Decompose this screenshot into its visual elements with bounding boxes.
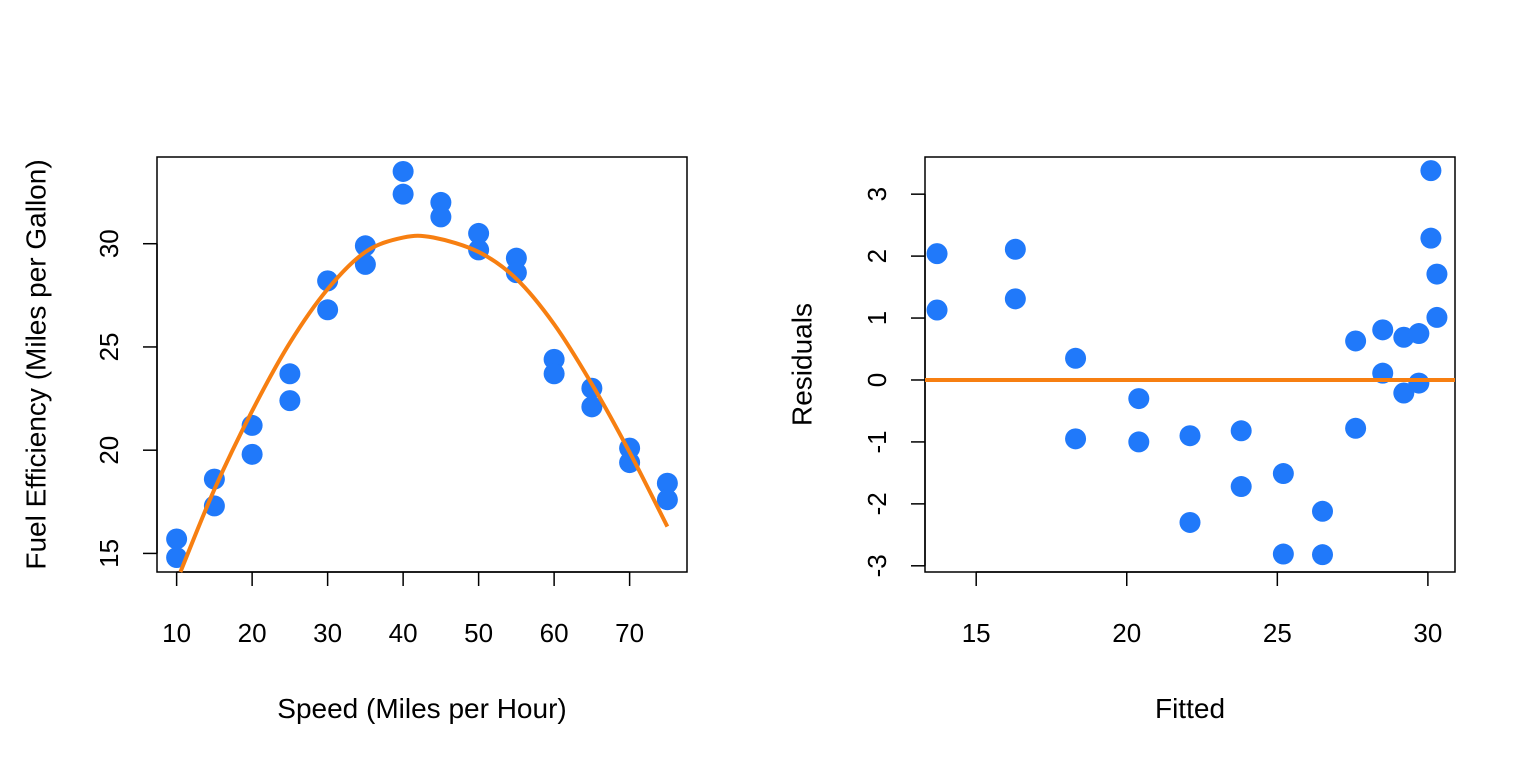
x-tick-label: 20	[1112, 618, 1141, 648]
data-point	[543, 348, 565, 370]
fuel-efficiency-vs-speed-panel: 10 20 30 40 50 60 70 15 20 25 30 Speed (Miles per H…	[21, 156, 688, 724]
x-tick-label: 10	[162, 618, 191, 648]
data-point	[241, 443, 263, 465]
y-tick-label: 2	[862, 249, 892, 263]
data-point	[468, 222, 490, 244]
data-point	[279, 363, 301, 385]
x-tick-label: 20	[238, 618, 267, 648]
plot-frame	[156, 156, 688, 573]
data-point	[392, 160, 414, 182]
quadratic-fit-curve	[178, 233, 670, 573]
data-point	[581, 396, 603, 418]
y-tick-label: -1	[862, 430, 892, 453]
data-point	[1408, 323, 1430, 345]
data-point	[656, 472, 678, 494]
y-tick-label: 1	[862, 311, 892, 325]
data-point	[1272, 543, 1294, 565]
data-point	[166, 547, 188, 569]
data-point	[1393, 382, 1415, 404]
x-tick-label: 70	[615, 618, 644, 648]
data-point	[354, 253, 376, 275]
data-point	[1312, 544, 1333, 566]
plot-frame	[924, 156, 1456, 573]
x-axis-title: Speed (Miles per Hour)	[277, 693, 566, 724]
data-point	[166, 528, 188, 550]
data-point	[1312, 500, 1333, 522]
data-point	[1420, 160, 1442, 182]
x-tick-label: 50	[464, 618, 493, 648]
x-tick-label: 40	[389, 618, 418, 648]
y-axis-title: Residuals	[787, 303, 818, 426]
data-point	[392, 183, 414, 205]
data-point	[1065, 428, 1087, 450]
data-point	[505, 247, 527, 269]
data-point	[1128, 431, 1150, 453]
y-tick-label: 3	[862, 187, 892, 201]
data-point	[1128, 388, 1150, 410]
data-point	[619, 452, 641, 474]
x-tick-label: 60	[540, 618, 569, 648]
data-point	[1065, 347, 1087, 369]
x-tick-label: 15	[962, 618, 991, 648]
data-point	[1372, 319, 1394, 341]
y-tick-label: 0	[862, 373, 892, 387]
data-point	[1345, 330, 1367, 352]
data-point	[430, 191, 452, 213]
data-point	[1426, 263, 1448, 285]
data-point	[317, 270, 339, 292]
data-point	[1345, 417, 1367, 439]
y-tick-label: 15	[94, 539, 124, 568]
data-point	[1426, 306, 1448, 328]
data-point	[1230, 420, 1252, 442]
y-tick-label: 30	[94, 229, 124, 258]
x-tick-label: 30	[1413, 618, 1442, 648]
data-point	[505, 262, 527, 284]
data-point	[1179, 425, 1201, 447]
y-axis-title: Fuel Efficiency (Miles per Gallon)	[21, 159, 52, 569]
data-point	[1408, 372, 1430, 394]
data-point	[1272, 463, 1294, 485]
residuals-vs-fitted-panel: 15 20 25 30 -3 -2 -1 0 1 2 3 Fitted Residuals	[787, 156, 1456, 724]
data-point	[430, 206, 452, 228]
x-tick-label: 25	[1263, 618, 1292, 648]
data-point	[656, 489, 678, 511]
data-point	[279, 390, 301, 412]
y-tick-label: 20	[94, 436, 124, 465]
data-point	[1420, 227, 1442, 249]
data-point	[1004, 238, 1026, 260]
data-point	[543, 363, 565, 385]
y-tick-label: 25	[94, 332, 124, 361]
data-point	[1230, 476, 1252, 498]
y-tick-label: -3	[862, 554, 892, 577]
data-point	[317, 299, 339, 321]
y-tick-label: -2	[862, 492, 892, 515]
data-point	[1179, 511, 1201, 533]
x-axis-title: Fitted	[1155, 693, 1225, 724]
data-point	[1004, 288, 1026, 310]
x-tick-label: 30	[313, 618, 342, 648]
data-point	[926, 243, 948, 265]
data-point	[926, 299, 948, 321]
